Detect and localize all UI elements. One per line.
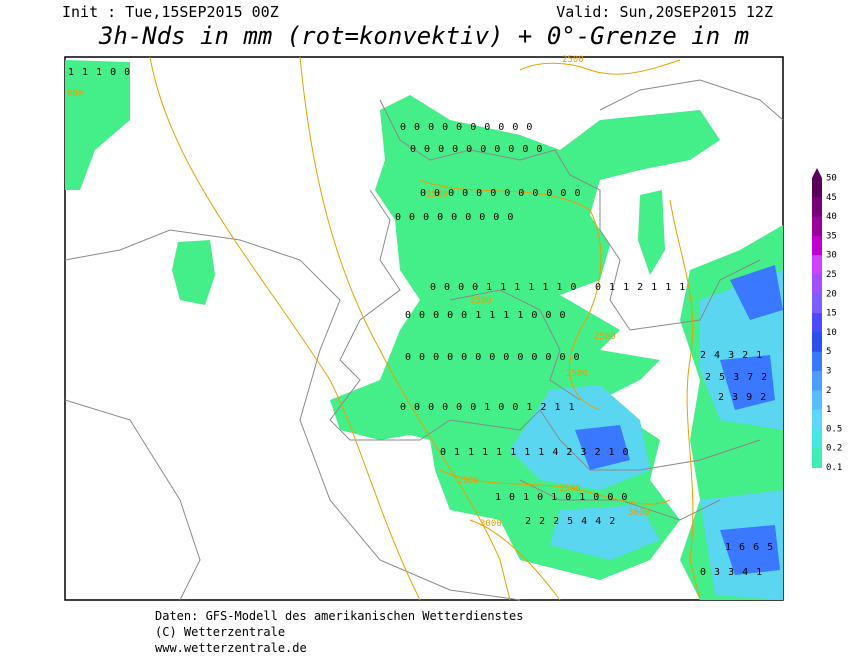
precip-row: 2 4 3 2 1 [700,350,763,361]
footer-source: Daten: GFS-Modell des amerikanischen Wet… [155,609,523,623]
legend-swatch [812,409,822,430]
legend-label: 30 [826,251,837,261]
legend-label: 25 [826,270,837,280]
precip-values: 1 1 1 0 0 0 0 0 0 0 0 0 0 0 0 0 0 0 0 0 0 … [68,67,774,578]
contour-label: 2500 [566,369,588,379]
contour-label: 000 [67,89,83,99]
precip-row: 0 0 0 0 0 1 1 1 1 0 0 0 [405,310,566,321]
freezing-level-isolines [149,56,701,601]
precip-row: 1 0 1 0 1 0 1 0 0 0 [495,492,628,503]
legend-label: 45 [826,193,837,203]
legend-label: 20 [826,289,837,299]
precip-row: 1 1 1 0 0 [68,67,131,78]
legend-label: 1 [826,405,831,415]
precip-row: 0 1 1 1 1 1 1 1 4 2 3 2 1 0 [440,447,630,458]
contour-label: 2500 [594,332,616,342]
precip-areas [65,60,783,600]
footer-url: www.wetterzentrale.de [155,641,307,655]
precip-row: 0 0 0 0 1 1 1 1 1 1 0 [430,282,577,293]
legend-arrow [812,168,822,178]
precip-row: 0 0 0 0 0 0 0 0 0 0 0 0 0 [405,352,581,363]
contour-label: 3000 [628,508,650,518]
precip-row: 0 0 0 0 0 0 0 0 0 0 0 0 [420,188,581,199]
legend-swatch [812,216,822,237]
legend-swatch [812,293,822,314]
precip-row: 0 3 3 4 1 [700,567,763,578]
precip-row: 2 2 2 5 4 4 2 [525,516,616,527]
legend-swatch [812,448,822,468]
precip-row: 1 6 6 5 [725,542,774,553]
legend-label: 0.2 [826,444,842,454]
legend-swatch [812,332,822,353]
legend-swatch [812,428,822,449]
precip-row: 0 0 0 0 0 0 1 0 0 1 2 1 1 [400,402,576,413]
precip-row: 0 1 1 2 1 1 1 [595,282,686,293]
legend-swatch [812,313,822,333]
contour-label: 2500 [562,55,584,65]
legend-label: 0.5 [826,424,842,434]
legend-swatch [812,197,822,218]
precip-row: 2 5 3 7 2 [705,372,768,383]
legend-swatch [812,255,822,275]
contour-label: 2500 [426,190,448,200]
legend-label: 50 [826,174,837,184]
precip-area [65,60,130,190]
contour-label: 2500 [457,476,479,486]
legend-label: 40 [826,212,837,222]
legend-label: 35 [826,231,837,241]
contour-label: 2500 [470,296,492,306]
legend-swatch [812,178,822,198]
precip-row: 0 0 0 0 0 0 0 0 0 0 [410,144,543,155]
legend-swatch [812,351,822,372]
precip-row: 2 3 9 2 [718,392,767,403]
contour-label: 3000 [480,519,502,529]
legend-label: 0.1 [826,463,842,473]
contour-label: 2500 [559,484,581,494]
map: 000250025002500250025002500250030003000 … [64,55,784,601]
contour-labels: 000 2500 2500 2500 2500 2500 2500 2500 3000 3000 [67,55,650,529]
map-title: 3h-Nds in mm (rot=konvektiv) + 0°-Grenze… [98,22,749,50]
precip-row: 0 0 0 0 0 0 0 0 0 [395,212,514,223]
legend-swatch [812,390,822,411]
valid-time: Valid: Sun,20SEP2015 12Z [556,3,773,21]
borders [64,79,784,601]
precip-area-medium [550,505,660,560]
footer-copyright: (C) Wetterzentrale [155,625,285,639]
precip-row: 0 0 0 0 0 0 0 0 0 0 [400,122,533,133]
legend-label: 3 [826,367,831,377]
legend-label: 15 [826,309,837,319]
precip-area-heavy [575,265,783,575]
legend-label: 5 [826,347,831,357]
legend-label: 2 [826,386,831,396]
legend-swatch [812,274,822,295]
precip-area [638,190,665,275]
init-time: Init : Tue,15SEP2015 00Z [62,3,279,21]
legend-swatch [812,371,822,391]
precip-area [172,240,215,305]
legend-swatch [812,235,822,256]
legend: 50 45 40 35 30 25 20 15 10 5 3 2 1 0.5 0.2 0.1 [812,168,842,473]
legend-label: 10 [826,328,837,338]
